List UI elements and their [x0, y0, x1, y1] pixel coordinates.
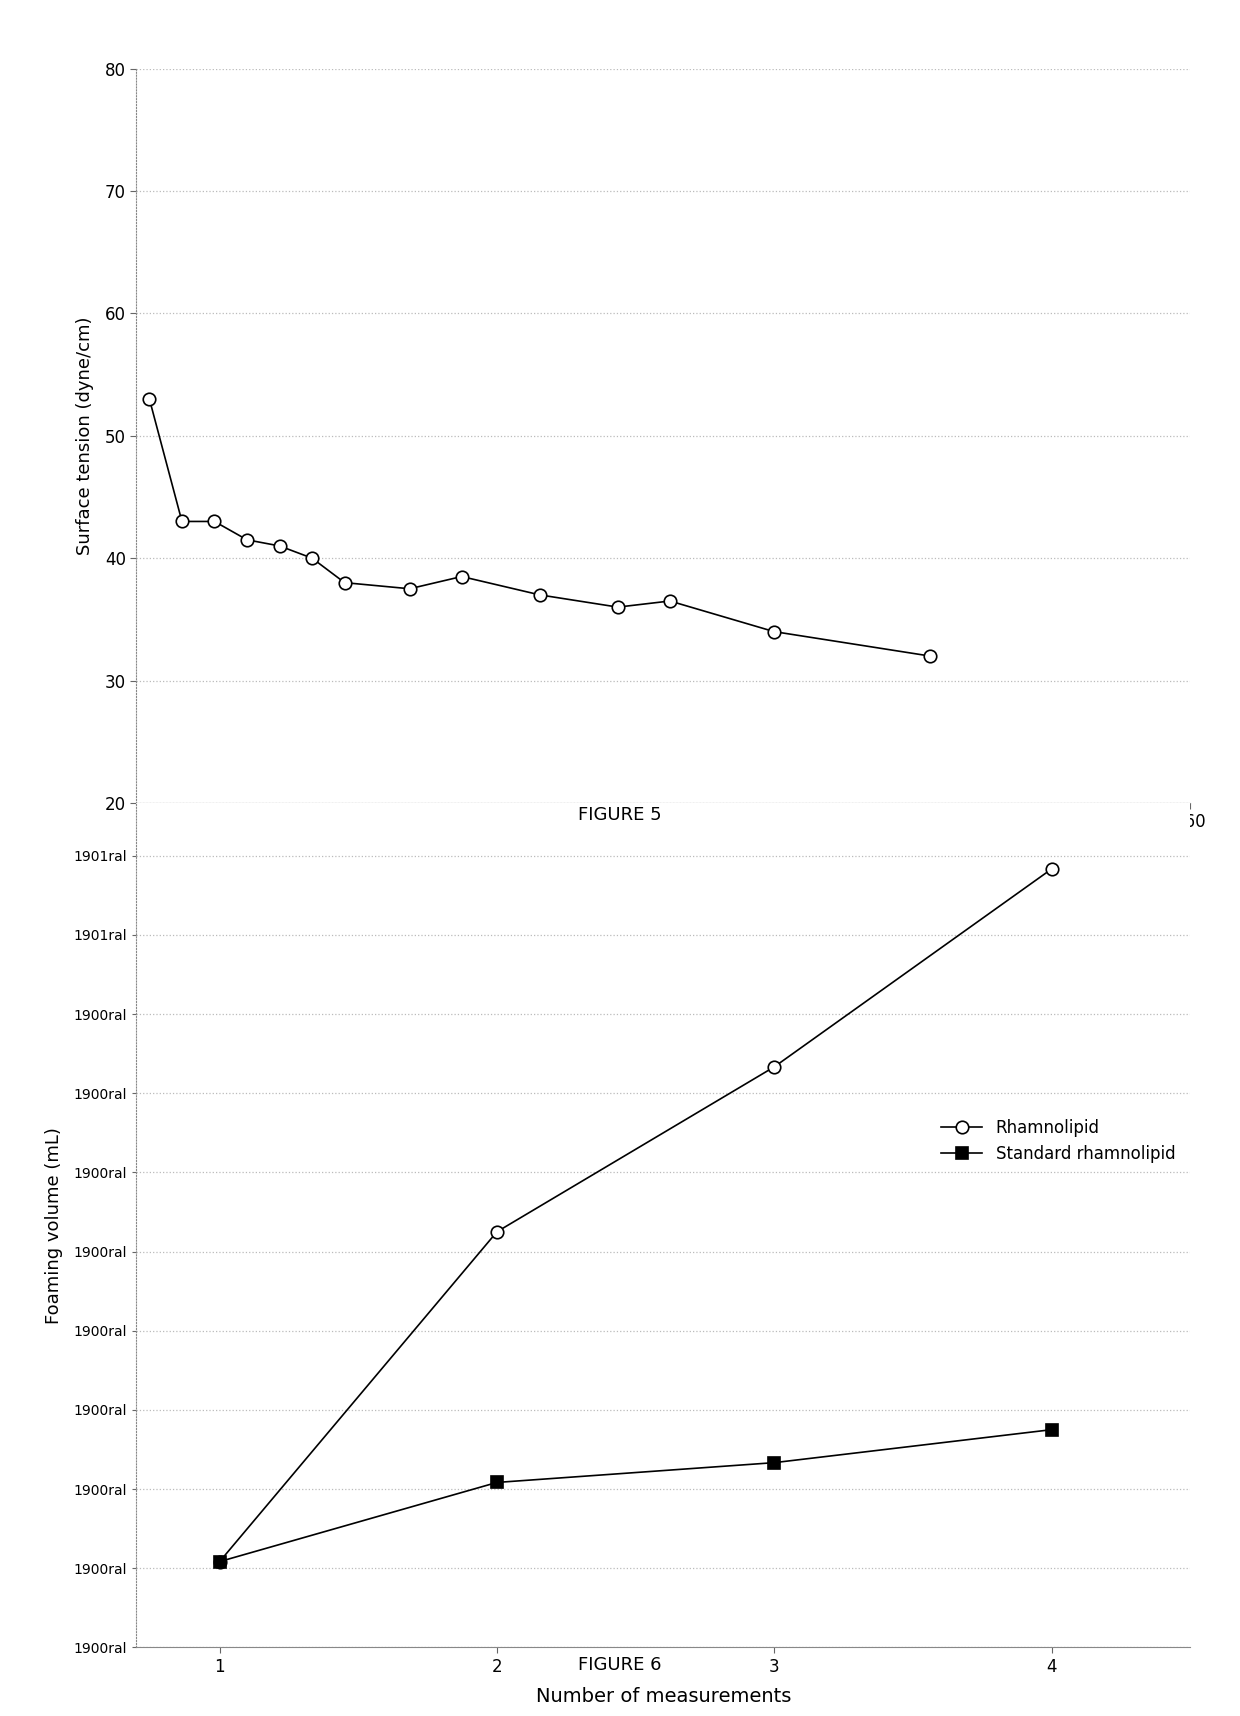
Standard rhamnolipid [766, 1452, 781, 1472]
Line: Standard rhamnolipid: Standard rhamnolipid [215, 1424, 1058, 1567]
Rhamnolipid [212, 1551, 227, 1572]
X-axis label: Time (h): Time (h) [622, 843, 704, 861]
Standard rhamnolipid [490, 1472, 505, 1493]
Rhamnolipid [1044, 858, 1059, 879]
Line: Rhamnolipid: Rhamnolipid [213, 863, 1058, 1568]
Legend: Rhamnolipid, Standard rhamnolipid: Rhamnolipid, Standard rhamnolipid [934, 1112, 1182, 1170]
Rhamnolipid [766, 1057, 781, 1078]
X-axis label: Number of measurements: Number of measurements [536, 1687, 791, 1706]
Standard rhamnolipid [1044, 1419, 1059, 1440]
Standard rhamnolipid [212, 1551, 227, 1572]
Text: FIGURE 5: FIGURE 5 [578, 807, 662, 824]
Text: FIGURE 6: FIGURE 6 [578, 1656, 662, 1673]
Rhamnolipid [490, 1222, 505, 1242]
Y-axis label: Foaming volume (mL): Foaming volume (mL) [45, 1127, 63, 1323]
Y-axis label: Surface tension (dyne/cm): Surface tension (dyne/cm) [76, 316, 94, 554]
